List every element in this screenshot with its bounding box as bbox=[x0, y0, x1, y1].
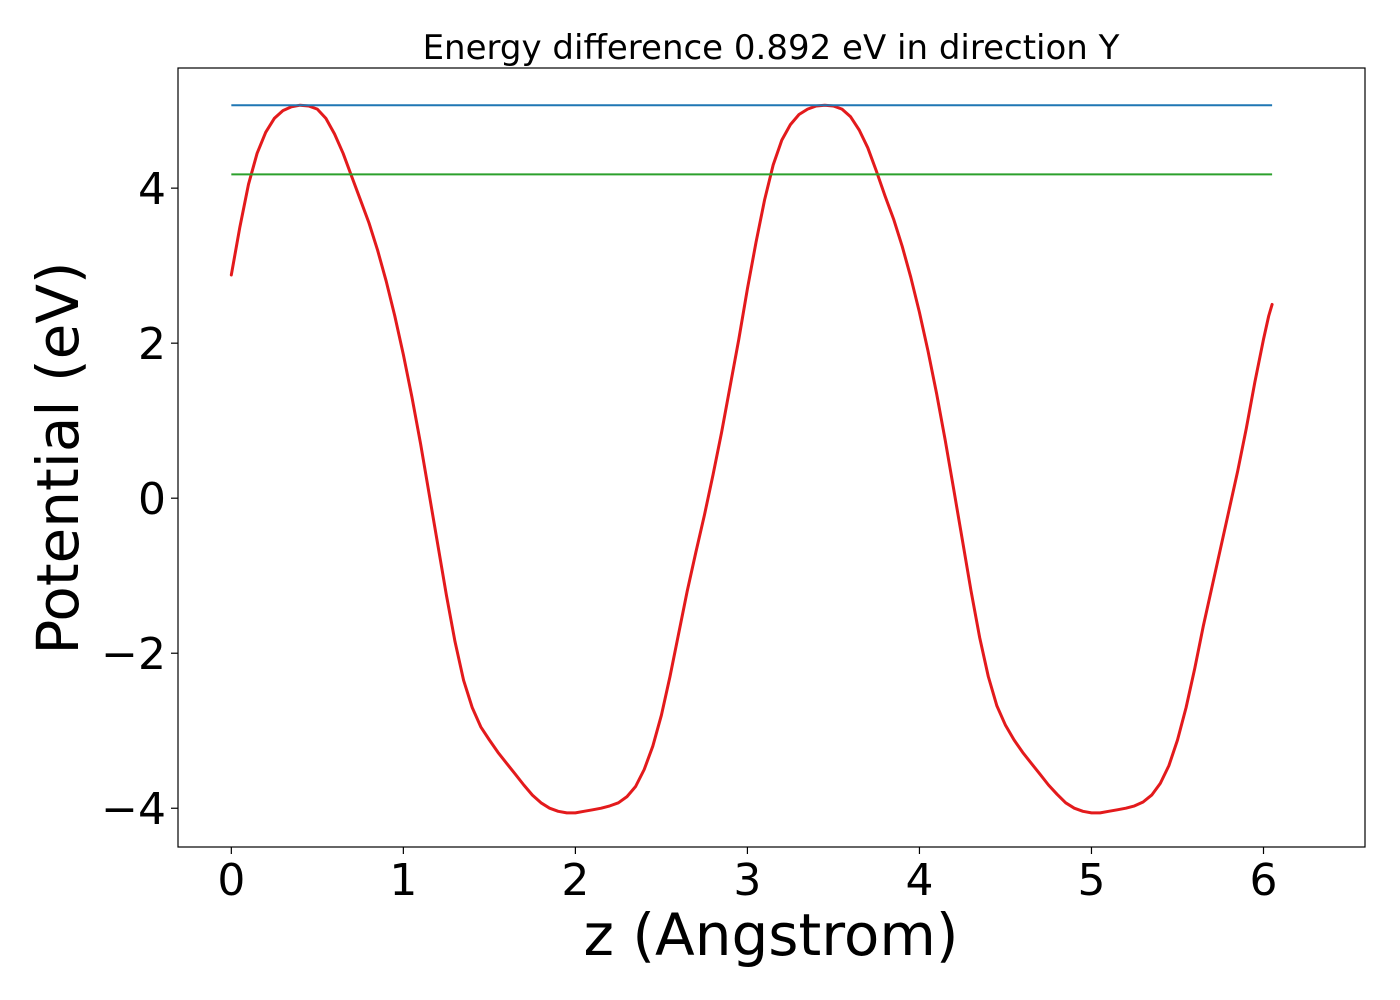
x-tick-label: 5 bbox=[1077, 855, 1105, 906]
chart-title: Energy difference 0.892 eV in direction … bbox=[423, 28, 1120, 68]
plot-frame bbox=[177, 67, 1366, 848]
x-tick-label: 1 bbox=[389, 855, 417, 906]
y-axis: −4 −2 0 2 4 bbox=[101, 164, 178, 835]
y-tick-label: 4 bbox=[138, 164, 166, 215]
y-axis-label: Potential (eV) bbox=[24, 261, 92, 654]
x-tick-label: 6 bbox=[1250, 855, 1278, 906]
x-tick-label: 4 bbox=[905, 855, 933, 906]
y-tick-label: 2 bbox=[138, 319, 166, 370]
x-tick-label: 2 bbox=[561, 855, 589, 906]
y-tick-label: 0 bbox=[138, 474, 166, 525]
x-tick-label: 3 bbox=[733, 855, 761, 906]
series-line-1 bbox=[229, 103, 1274, 815]
x-axis: 0 1 2 3 4 5 6 bbox=[217, 847, 1278, 906]
y-tick-label: −2 bbox=[101, 629, 166, 680]
y-tick-label: −4 bbox=[101, 784, 166, 835]
x-tick-label: 0 bbox=[217, 855, 245, 906]
plot-area bbox=[229, 103, 1274, 815]
x-axis-label: z (Angstrom) bbox=[584, 901, 959, 969]
